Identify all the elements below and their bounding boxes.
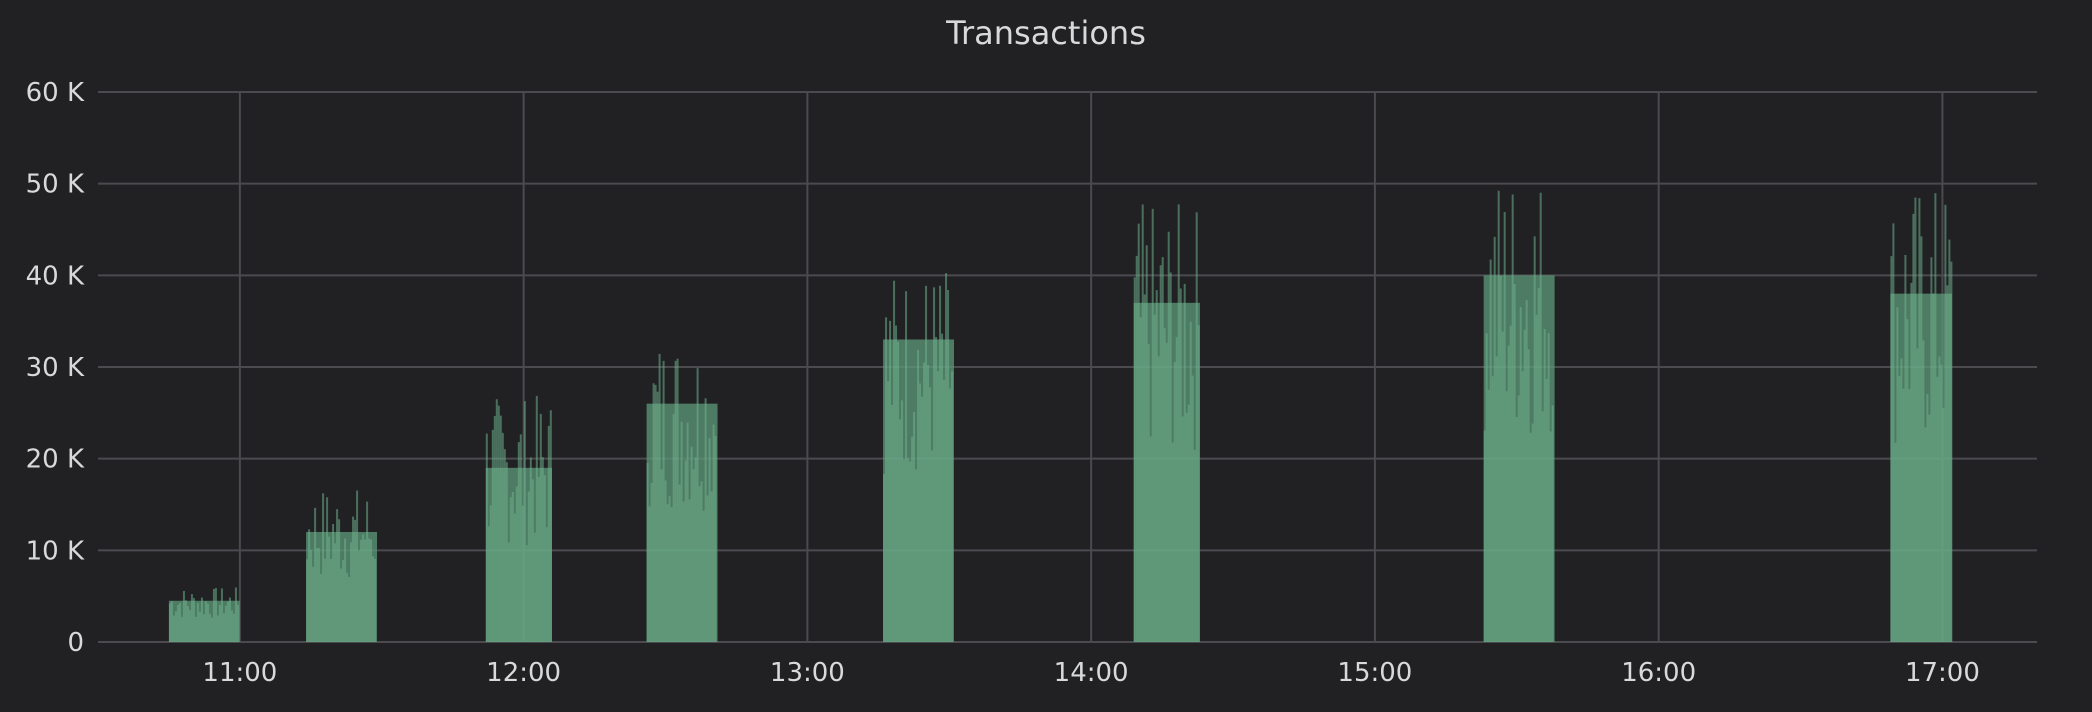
x-tick-label: 13:00	[770, 658, 845, 688]
transaction-burst	[1133, 204, 1200, 642]
transaction-burst	[485, 395, 553, 642]
y-axis: 0 10 K 20 K 30 K 40 K 50 K 60 K	[26, 78, 85, 658]
x-tick-label: 15:00	[1337, 658, 1412, 688]
y-tick-label: 60 K	[26, 78, 85, 108]
transaction-burst	[646, 353, 718, 642]
y-tick-label: 30 K	[26, 353, 85, 383]
transaction-burst	[306, 490, 378, 642]
y-tick-label: 20 K	[26, 445, 85, 475]
chart-title: Transactions	[945, 14, 1146, 52]
transaction-burst	[1483, 190, 1555, 642]
y-tick-label: 0	[67, 628, 84, 658]
grid	[98, 91, 2037, 643]
x-axis: 11:00 12:00 13:00 14:00 15:00 16:00 17:00	[202, 658, 1979, 688]
transaction-burst	[1890, 193, 1953, 642]
y-tick-label: 40 K	[26, 261, 85, 291]
transaction-burst	[883, 273, 954, 642]
x-tick-label: 14:00	[1054, 658, 1129, 688]
x-tick-label: 16:00	[1621, 658, 1696, 688]
y-tick-label: 10 K	[26, 536, 85, 566]
x-tick-label: 12:00	[486, 658, 561, 688]
x-tick-label: 17:00	[1905, 658, 1980, 688]
y-tick-label: 50 K	[26, 170, 85, 200]
x-tick-label: 11:00	[202, 658, 277, 688]
transaction-burst	[168, 587, 240, 642]
bars	[168, 190, 1953, 642]
